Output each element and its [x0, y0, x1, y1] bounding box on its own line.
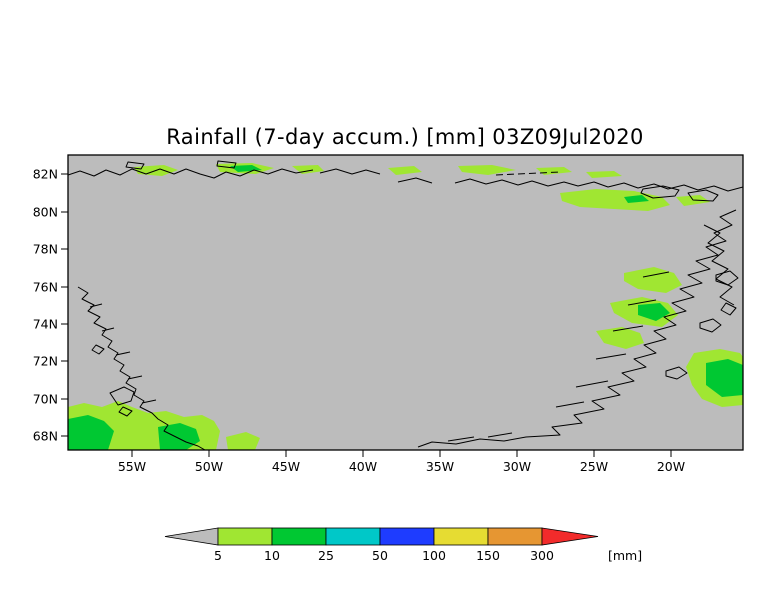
x-tick-label: 25W	[580, 459, 608, 474]
y-axis-ticks: 82N 80N 78N 76N 74N 72N 70N 68N	[33, 167, 68, 444]
colorbar-tick-label: 10	[264, 548, 280, 563]
x-tick-label: 30W	[503, 459, 531, 474]
x-tick-label: 20W	[657, 459, 685, 474]
colorbar-arrow-low	[165, 528, 218, 545]
colorbar-tick-label: 5	[214, 548, 222, 563]
x-tick-label: 55W	[118, 459, 146, 474]
y-tick-label: 78N	[33, 242, 58, 257]
colorbar-segment	[434, 528, 488, 545]
y-tick-label: 80N	[33, 205, 58, 220]
colorbar-segment	[326, 528, 380, 545]
y-tick-label: 68N	[33, 429, 58, 444]
colorbar-tick-label: 300	[530, 548, 554, 563]
x-tick-label: 50W	[195, 459, 223, 474]
colorbar-segment	[272, 528, 326, 545]
y-tick-label: 72N	[33, 354, 58, 369]
y-tick-label: 82N	[33, 167, 58, 182]
x-tick-label: 35W	[426, 459, 454, 474]
colorbar-segment	[218, 528, 272, 545]
y-tick-label: 74N	[33, 317, 58, 332]
figure-canvas: Rainfall (7-day accum.) [mm] 03Z09Jul202…	[0, 0, 784, 612]
x-tick-label: 45W	[272, 459, 300, 474]
y-tick-label: 76N	[33, 280, 58, 295]
colorbar-tick-label: 25	[318, 548, 334, 563]
colorbar-arrow-high	[542, 528, 598, 545]
colorbar-tick-label: 50	[372, 548, 388, 563]
colorbar-tick-label: 150	[476, 548, 500, 563]
colorbar-unit-label: [mm]	[608, 548, 642, 563]
colorbar-segment	[488, 528, 542, 545]
y-tick-label: 70N	[33, 392, 58, 407]
colorbar-canvas: 5 10 25 50 100 150 300 [mm]	[165, 528, 642, 563]
x-axis-ticks: 55W 50W 45W 40W 35W 30W 25W 20W	[118, 450, 685, 474]
map-plot: 82N 80N 78N 76N 74N 72N 70N 68N 55W 50W 45W 40W 35W…	[20, 145, 760, 485]
colorbar-tick-label: 100	[422, 548, 446, 563]
colorbar-segment	[380, 528, 434, 545]
x-tick-label: 40W	[349, 459, 377, 474]
colorbar: 5 10 25 50 100 150 300 [mm]	[150, 522, 670, 570]
